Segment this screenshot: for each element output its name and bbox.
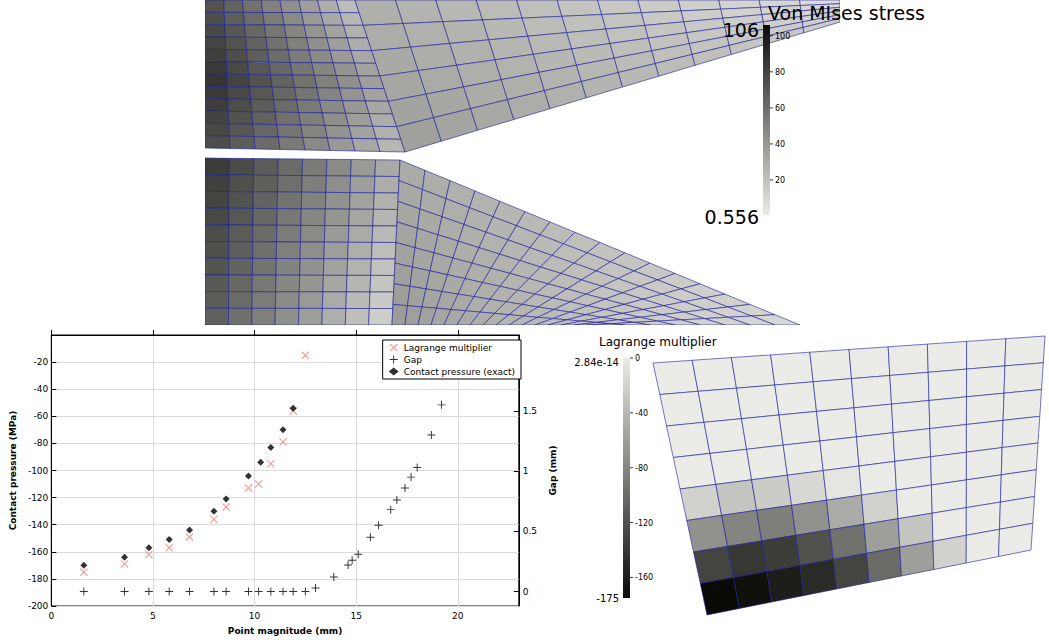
svg-text:Contact pressure (exact): Contact pressure (exact) [404, 367, 515, 377]
svg-text:Gap: Gap [404, 355, 422, 365]
svg-text:-120: -120 [635, 519, 653, 528]
svg-text:-180: -180 [28, 574, 49, 584]
svg-text:-40: -40 [34, 384, 49, 394]
svg-text:100: 100 [775, 32, 790, 41]
svg-text:15: 15 [350, 611, 361, 621]
svg-text:0: 0 [523, 587, 529, 597]
svg-text:-40: -40 [635, 409, 648, 418]
svg-text:60: 60 [775, 104, 785, 113]
svg-text:Lagrange multiplier: Lagrange multiplier [599, 335, 717, 349]
svg-text:-80: -80 [635, 464, 648, 473]
svg-text:1.5: 1.5 [523, 406, 537, 416]
svg-text:Von MIses stress: Von MIses stress [768, 2, 925, 24]
svg-text:2.84e-14: 2.84e-14 [574, 357, 619, 368]
svg-text:Lagrange multiplier: Lagrange multiplier [404, 343, 493, 353]
svg-text:-140: -140 [28, 520, 49, 530]
svg-text:0: 0 [635, 354, 640, 363]
svg-text:-120: -120 [28, 493, 49, 503]
svg-text:Contact pressure (MPa): Contact pressure (MPa) [8, 411, 18, 531]
svg-text:-175: -175 [596, 593, 619, 604]
svg-text:-100: -100 [28, 466, 49, 476]
svg-text:-20: -20 [34, 357, 49, 367]
svg-text:80: 80 [775, 68, 785, 77]
svg-text:20: 20 [452, 611, 464, 621]
svg-text:-80: -80 [34, 438, 49, 448]
svg-text:-160: -160 [635, 573, 653, 582]
svg-text:20: 20 [775, 176, 785, 185]
svg-text:0: 0 [48, 611, 54, 621]
svg-text:-60: -60 [34, 411, 49, 421]
svg-text:0.5: 0.5 [523, 526, 537, 536]
svg-text:-200: -200 [28, 601, 49, 611]
svg-text:0.556: 0.556 [705, 206, 759, 228]
svg-text:40: 40 [775, 140, 785, 149]
svg-text:106: 106 [723, 19, 759, 41]
svg-text:Gap (mm): Gap (mm) [548, 445, 558, 495]
svg-text:10: 10 [249, 611, 261, 621]
svg-text:1: 1 [523, 466, 529, 476]
svg-text:5: 5 [150, 611, 156, 621]
svg-text:Point magnitude (mm): Point magnitude (mm) [228, 626, 342, 636]
svg-text:-160: -160 [28, 547, 49, 557]
